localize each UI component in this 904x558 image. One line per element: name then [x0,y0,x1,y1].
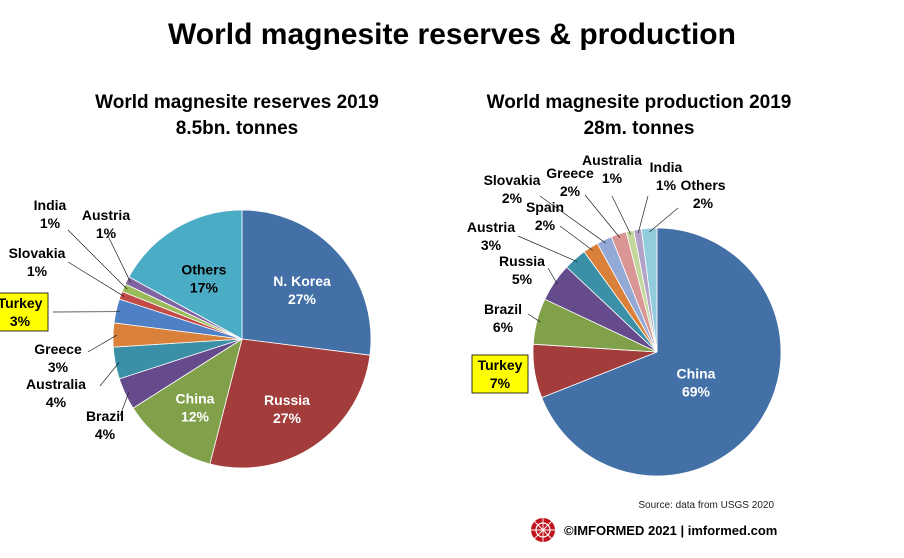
slice-label-turkey: Turkey [0,295,43,311]
slice-label-austria: Austria [82,207,130,223]
slice-label-slovakia: Slovakia [484,172,541,188]
slice-value-russia: 27% [273,410,302,426]
footer-text: ©IMFORMED 2021 | imformed.com [564,522,778,538]
slice-value-slovakia: 1% [27,263,48,279]
leader-line-brazil [527,313,541,323]
slice-value-china: 69% [682,384,711,400]
pie-slice-china [541,227,782,477]
slice-label-china: China [176,391,215,407]
slice-label-turkey: Turkey [478,357,523,373]
slice-label-others: Others [181,262,226,278]
highlight-box-turkey [471,354,529,394]
slice-value-greece: 3% [48,359,69,375]
slice-label-australia: Australia [582,152,642,168]
leader-line-india [67,229,128,290]
footer: ©IMFORMED 2021 | imformed.com [530,514,777,546]
slice-value-austria: 1% [96,225,117,241]
slice-value-austria: 3% [481,237,502,253]
slice-value-others: 17% [190,280,219,296]
leader-line-greece [584,194,621,238]
leader-line-austria [107,235,131,283]
leader-line-slovakia [539,195,607,244]
leader-line-austria [517,235,578,263]
slice-value-australia: 4% [46,394,67,410]
pie-slice-russia [209,338,371,469]
leader-line-greece [87,334,118,353]
slice-value-russia: 5% [512,271,533,287]
slice-label-russia: Russia [499,253,545,269]
slice-label-greece: Greece [546,165,594,181]
slice-label-russia: Russia [264,392,310,408]
slice-label-australia: Australia [26,376,86,392]
slice-value-turkey: 7% [490,375,511,391]
leader-line-brazil [119,392,130,417]
pie-slice-others [128,209,243,340]
slice-label-spain: Spain [526,199,564,215]
slice-label-greece: Greece [34,341,82,357]
slice-value-greece: 2% [560,183,581,199]
pie-slice-china [132,338,243,465]
leader-line-australia [99,362,120,387]
slice-label-india: India [34,197,67,213]
slice-value-australia: 1% [602,170,623,186]
leader-line-spain [559,225,593,251]
leader-line-slovakia [67,261,125,297]
slice-value-india: 1% [656,177,677,193]
leader-line-russia [547,267,558,285]
source-note: Source: data from USGS 2020 [638,500,774,511]
slice-value-others: 2% [693,195,714,211]
pie-chart-production: China 69% Turkey 7% Brazil 6% Russia 5% Austria 3… [467,152,782,477]
leader-line-india [637,195,649,234]
slice-value-brazil: 6% [493,319,514,335]
slice-label-brazil: Brazil [86,408,124,424]
slice-value-india: 1% [40,215,61,231]
slice-value-slovakia: 2% [502,190,523,206]
pie-slice-n-korea [241,209,372,356]
slice-label-india: India [650,159,683,175]
reserves-chart-title: World magnesite reserves 2019 8.5bn. ton… [52,90,422,142]
slice-value-turkey: 3% [10,313,31,329]
slice-value-brazil: 4% [95,426,116,442]
production-subtitle: 28m. tonnes [583,118,695,139]
slice-label-slovakia: Slovakia [9,245,66,261]
production-chart-title: World magnesite production 2019 28m. ton… [454,90,824,142]
reserves-title: World magnesite reserves 2019 [95,92,379,113]
highlight-box-turkey [0,292,49,332]
leader-line-others [649,207,679,233]
imformed-logo-icon [531,518,555,542]
slice-value-china: 12% [181,409,210,425]
slice-value-spain: 2% [535,217,556,233]
slice-label-china: China [677,366,716,382]
reserves-subtitle: 8.5bn. tonnes [175,118,299,139]
leader-line-australia [611,195,632,235]
slice-label-n-korea: N. Korea [273,273,331,289]
page-title: World magnesite reserves & production [168,18,736,51]
slice-label-austria: Austria [467,219,515,235]
pie-chart-reserves: N. Korea 27% Russia 27% China 12% Brazil 4% Aust… [0,197,372,469]
slice-value-n-korea: 27% [288,291,317,307]
pie-slice-others [641,227,658,353]
slice-label-brazil: Brazil [484,301,522,317]
production-title: World magnesite production 2019 [486,92,792,113]
slice-label-others: Others [680,177,725,193]
